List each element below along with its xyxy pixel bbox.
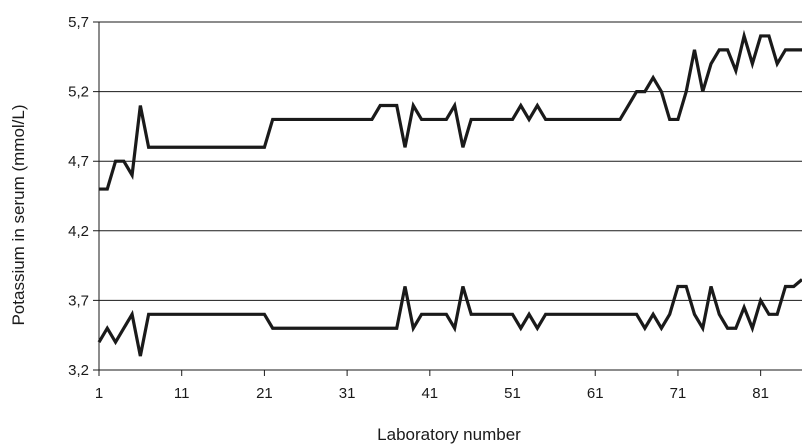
y-tick-label: 5,7 — [68, 14, 89, 31]
y-tick-label: 4,7 — [68, 153, 89, 170]
x-tick-label: 1 — [95, 385, 103, 402]
y-tick-label: 3,2 — [68, 362, 89, 379]
upper-limit-series-line — [99, 29, 802, 191]
x-tick-label: 31 — [339, 385, 356, 402]
y-tick-labels: 3,2 3,7 4,2 4,7 5,2 5,7 — [68, 14, 89, 379]
x-tick-labels: 1 11 21 31 41 51 61 71 81 — [95, 385, 769, 402]
y-tick-label: 4,2 — [68, 223, 89, 240]
x-tick-label: 11 — [174, 385, 190, 402]
gridlines — [93, 21, 802, 371]
x-tick-label: 51 — [504, 385, 521, 402]
lower-limit-series-line — [97, 278, 802, 357]
y-axis-title: Potassium in serum (mmol/L) — [9, 104, 28, 325]
y-tick-label: 3,7 — [68, 292, 89, 309]
axes — [98, 22, 762, 376]
x-tick-label: 61 — [587, 385, 604, 402]
x-tick-label: 81 — [752, 385, 769, 402]
x-tick-label: 21 — [256, 385, 273, 402]
data-series — [97, 29, 802, 357]
y-tick-label: 5,2 — [68, 84, 89, 101]
x-tick-label: 41 — [421, 385, 438, 402]
x-tick-label: 71 — [670, 385, 687, 402]
x-axis-title: Laboratory number — [377, 425, 521, 444]
